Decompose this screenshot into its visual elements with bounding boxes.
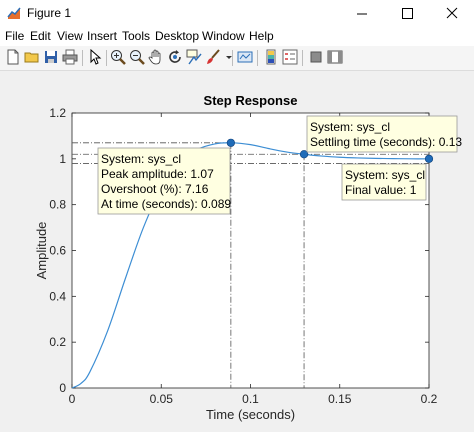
datatip-line: At time (seconds): 0.089 [101,197,231,211]
chart-title: Step Response [204,93,298,108]
toolbar-separator [257,50,258,66]
peak-marker[interactable] [226,138,235,147]
menu-insert[interactable]: Insert [87,29,118,43]
zoom-out-icon[interactable] [129,49,145,65]
menu-bar: File Edit View Insert Tools Desktop Wind… [0,27,474,46]
window-title-bar: Figure 1 [0,0,474,27]
menu-view[interactable]: View [57,29,83,43]
y-tick-label: 1 [59,152,66,166]
datatip-line: Overshoot (%): 7.16 [101,182,209,196]
datatip-line: Final value: 1 [345,183,417,197]
datatip-box [97,147,231,215]
window-title: Figure 1 [27,6,72,20]
y-axis-label: Amplitude [34,222,49,280]
data-cursor-icon[interactable] [186,49,202,65]
menu-window[interactable]: Window [202,29,245,43]
datatip-line: System: sys_cl [101,152,181,166]
print-icon[interactable] [62,49,78,65]
y-tick-label: 0.4 [49,289,66,303]
step-response-line[interactable] [71,142,430,389]
minimize-icon [357,13,367,15]
y-tick-label: 0.2 [49,335,66,349]
datatip-line: System: sys_cl [345,168,425,182]
x-tick-label: 0.05 [150,392,174,406]
menu-tools[interactable]: Tools [122,29,151,43]
datatip-line: System: sys_cl [310,120,390,134]
rotate-icon[interactable] [167,49,183,65]
toolbar-separator [82,50,83,66]
x-tick-label: 0 [69,392,76,406]
close-button[interactable] [429,0,474,27]
show-plot-tools-icon[interactable] [327,49,343,65]
pan-icon[interactable] [148,49,164,65]
chevron-down-icon[interactable] [221,49,237,65]
figure-toolbar [0,46,474,71]
save-icon[interactable] [43,49,59,65]
legend-icon[interactable] [282,49,298,65]
toolbar-separator [232,50,233,66]
menu-desktop[interactable]: Desktop [155,29,200,43]
y-tick-label: 1.2 [49,106,66,120]
figure-canvas: 0 0.05 0.1 0.15 0.2 0 0.2 0.4 0.6 0.8 1 1.2 Step Res… [0,71,474,427]
toolbar-separator [302,50,303,66]
datatip-line: Settling time (seconds): 0.13 [310,135,462,149]
step-response-plot: 0 0.05 0.1 0.15 0.2 0 0.2 0.4 0.6 0.8 1 1.2 Step Res… [34,93,462,422]
maximize-button[interactable] [384,0,429,27]
y-tick-label: 0.6 [49,244,66,258]
final-marker[interactable] [424,154,434,163]
brush-icon[interactable] [205,49,221,65]
menu-help[interactable]: Help [249,29,274,43]
maximize-icon [402,8,413,19]
menu-file[interactable]: File [5,29,25,43]
hide-plot-tools-icon[interactable] [308,49,324,65]
datatip-box [306,115,458,153]
y-tick-label: 0 [59,381,66,395]
x-tick-label: 0.15 [328,392,352,406]
toolbar-separator [106,50,107,66]
datatip-box [341,163,427,201]
x-tick-label: 0.2 [421,392,438,406]
menu-edit[interactable]: Edit [30,29,51,43]
pointer-icon[interactable] [87,49,103,65]
open-file-icon[interactable] [24,49,40,65]
new-figure-icon[interactable] [5,49,21,65]
datatip-line: Peak amplitude: 1.07 [101,167,214,181]
y-tick-label: 0.8 [49,198,66,212]
colorbar-icon[interactable] [263,49,279,65]
zoom-in-icon[interactable] [110,49,126,65]
x-axis-label: Time (seconds) [206,407,295,422]
close-icon [446,7,458,19]
minimize-button[interactable] [339,0,384,27]
settling-marker[interactable] [299,150,309,159]
matlab-figure-icon [7,7,21,19]
link-plot-icon[interactable] [237,49,253,65]
x-tick-label: 0.1 [242,392,259,406]
